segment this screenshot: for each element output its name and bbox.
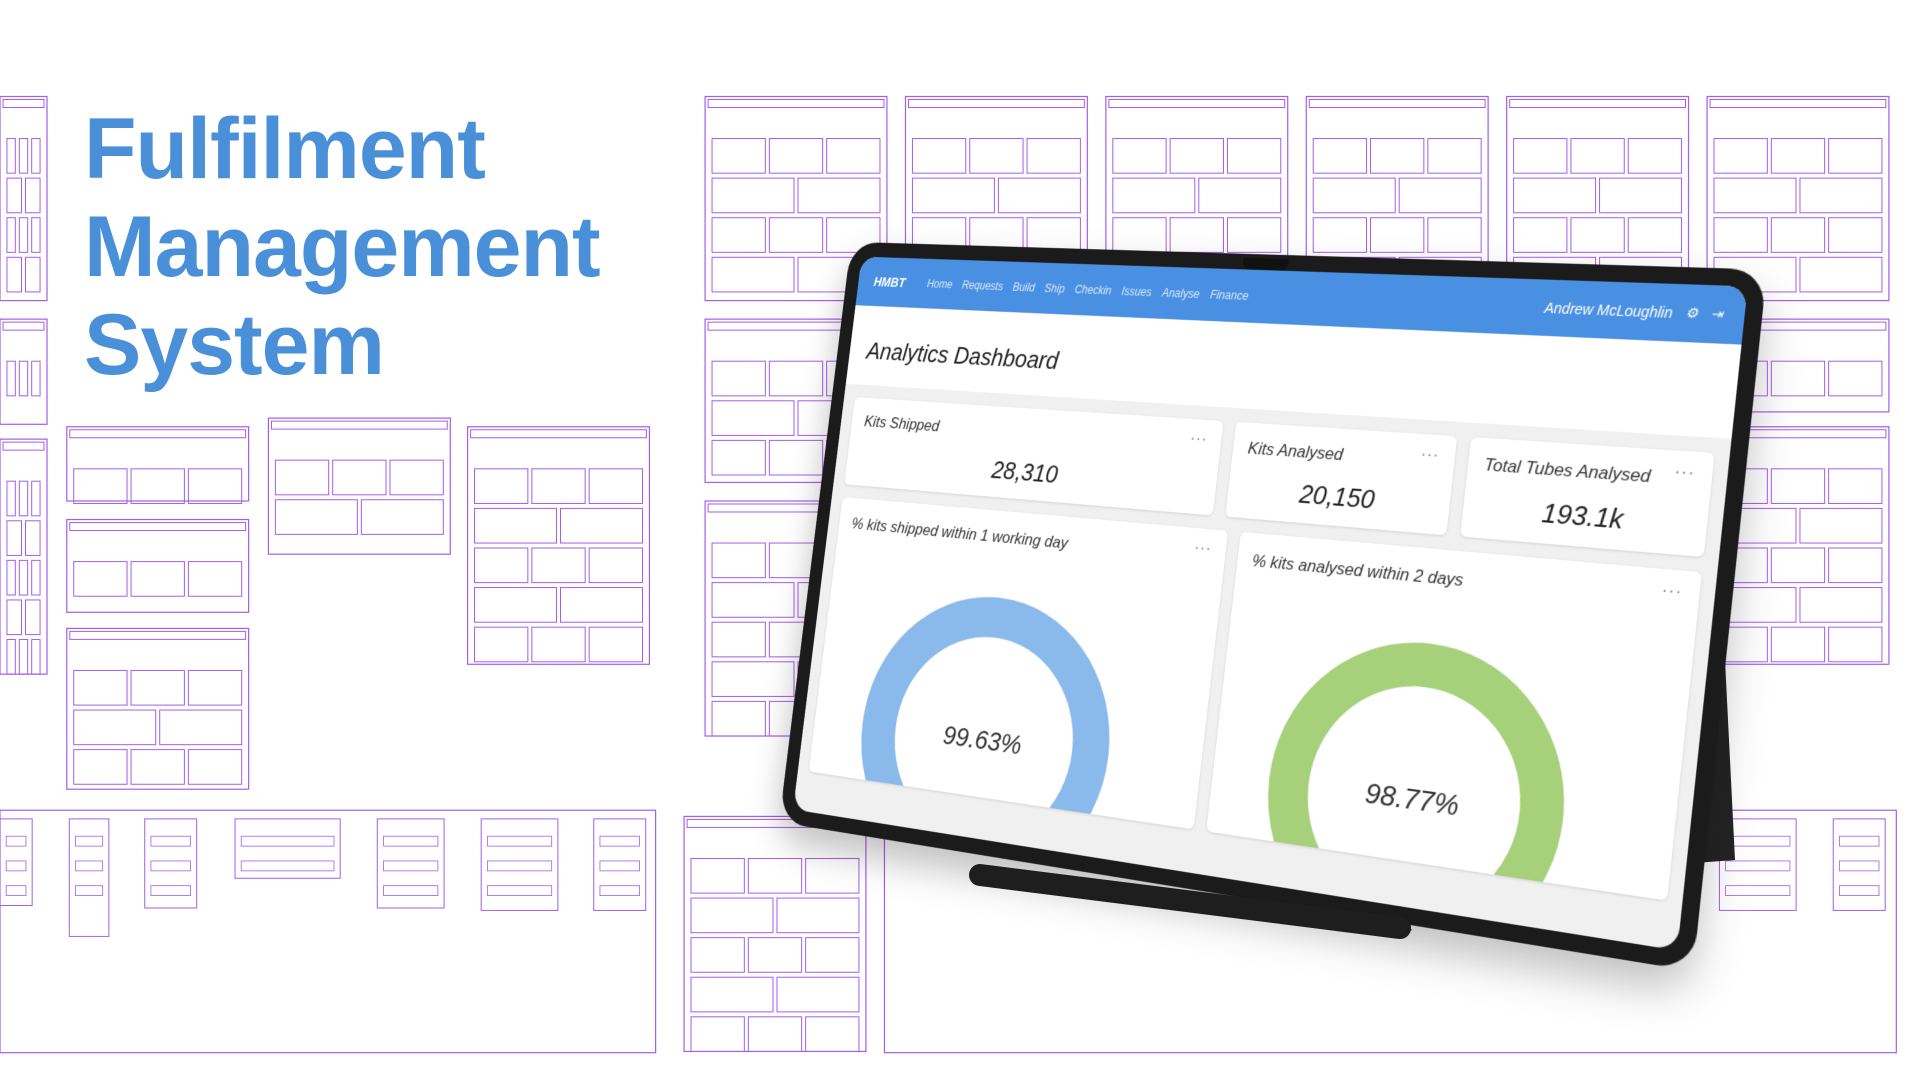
stat-value: 20,150 [1227,473,1451,522]
target-marker [1076,826,1091,829]
gauge-card: % kits shipped within 1 working day ··· 95… [809,497,1229,829]
camera-notch [1242,258,1289,271]
stat-label: Total Tubes Analysed [1483,455,1651,488]
gauge-accent [1049,826,1058,829]
nav-link[interactable]: Ship [1044,282,1066,296]
gauge-arc [869,606,1105,829]
nav-link[interactable]: Checkin [1074,283,1112,298]
nav-link[interactable]: Home [926,277,953,291]
stat-card: Total Tubes Analysed 193.1k ··· [1460,437,1714,557]
stat-card: Kits Analysed 20,150 ··· [1226,422,1458,535]
more-menu[interactable]: ··· [1193,540,1212,559]
brand[interactable]: HMBT [873,274,906,290]
nav-link[interactable]: Finance [1209,288,1249,303]
more-menu[interactable]: ··· [1189,431,1208,450]
screen: HMBT Home Requests Build Ship Checkin Issues A… [793,257,1748,951]
gauge-arc [1278,652,1556,901]
settings-icon[interactable]: ⚙ [1685,305,1699,323]
gauge-value: 99.63% [941,721,1023,761]
nav-link[interactable]: Requests [961,278,1003,293]
more-menu[interactable]: ··· [1661,582,1684,603]
gauge-accent [1498,891,1508,900]
target-marker [1526,895,1544,900]
stat-value: 193.1k [1462,491,1709,543]
more-menu[interactable]: ··· [1420,446,1441,466]
gauge: 95%98.77% [1206,572,1672,901]
more-menu[interactable]: ··· [1673,463,1696,484]
gauge-card: % kits analysed within 2 days ··· 95% 98.77… [1206,532,1702,901]
nav-link[interactable]: Issues [1121,284,1152,299]
gauge-value: 98.77% [1364,777,1461,822]
stat-label: Kits Shipped [863,412,940,436]
user-name[interactable]: Andrew McLoughlin [1544,299,1674,321]
logout-icon[interactable]: ⇥ [1710,306,1724,324]
gauge: 95%99.63% [809,533,1203,829]
stat-label: Kits Analysed [1247,439,1344,466]
nav-link[interactable]: Analyse [1161,286,1200,301]
nav-link[interactable]: Build [1012,280,1035,294]
